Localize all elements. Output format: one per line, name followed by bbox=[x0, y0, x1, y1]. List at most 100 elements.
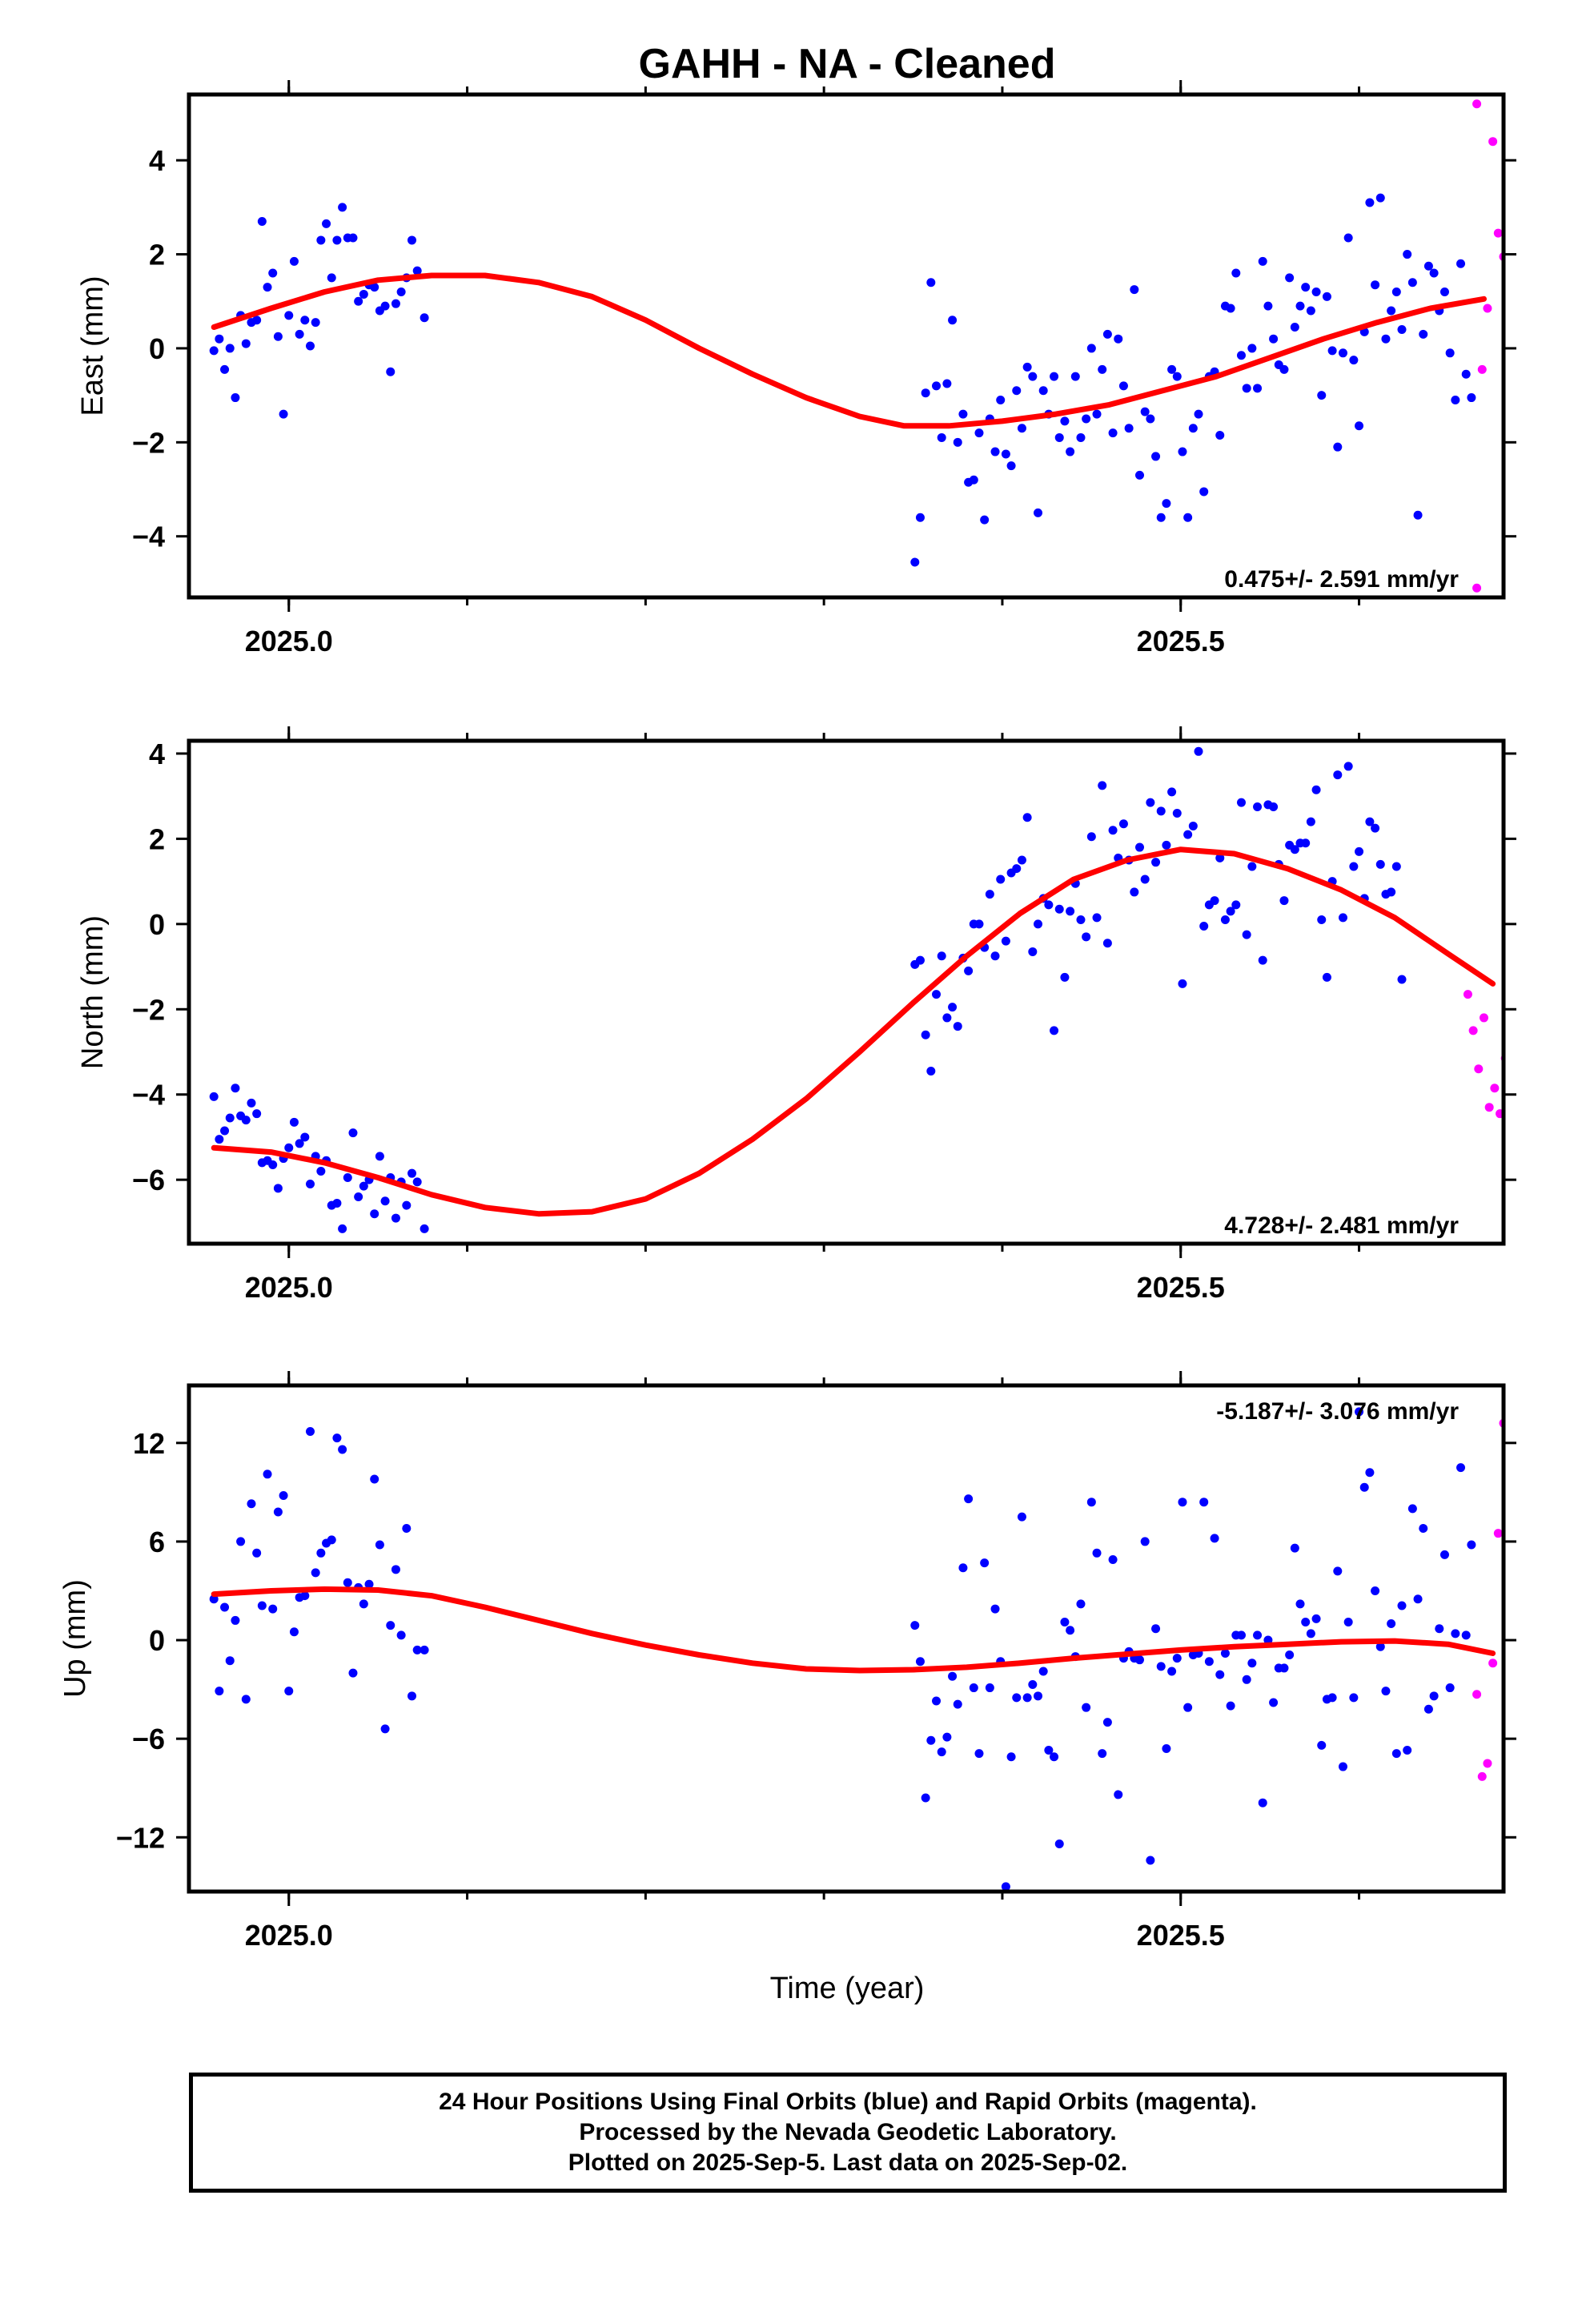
east-final-orbits-point bbox=[1327, 346, 1337, 356]
up-final-orbits-point bbox=[1140, 1537, 1150, 1546]
north-final-orbits-point bbox=[220, 1126, 230, 1136]
north-y-tick-label: −2 bbox=[132, 993, 165, 1026]
up-final-orbits-point bbox=[1429, 1691, 1439, 1701]
up-final-orbits-point bbox=[332, 1433, 342, 1443]
north-final-orbits-point bbox=[1050, 1026, 1059, 1035]
up-points bbox=[209, 1407, 1529, 1892]
up-final-orbits-point bbox=[921, 1793, 930, 1803]
east-final-orbits-point bbox=[974, 428, 984, 438]
up-final-orbits-point bbox=[327, 1535, 336, 1545]
east-final-orbits-point bbox=[295, 329, 304, 339]
north-final-orbits-point bbox=[284, 1143, 294, 1152]
north-final-orbits-point bbox=[370, 1209, 379, 1219]
up-y-tick-label: −6 bbox=[132, 1723, 165, 1755]
north-final-orbits-point bbox=[1253, 802, 1263, 811]
north-final-orbits-point bbox=[332, 1198, 342, 1208]
east-final-orbits-point bbox=[1285, 273, 1295, 283]
east-final-orbits-point bbox=[948, 316, 958, 325]
north-final-orbits-point bbox=[215, 1135, 224, 1144]
up-final-orbits-point bbox=[1413, 1594, 1423, 1604]
east-final-orbits-point bbox=[1130, 285, 1139, 295]
east-final-orbits-point bbox=[953, 437, 962, 447]
up-final-orbits-point bbox=[1066, 1626, 1075, 1635]
up-final-orbits-point bbox=[1006, 1752, 1016, 1762]
up-final-orbits-point bbox=[1290, 1543, 1299, 1553]
up-panel: 2025.0 2025.5 −12 −6 0 6 12 Up (mm) -5.187+/- 3.… bbox=[58, 1371, 1529, 1952]
north-final-orbits-point bbox=[964, 966, 974, 975]
up-final-orbits-point bbox=[1236, 1630, 1246, 1640]
up-final-orbits-point bbox=[1226, 1701, 1235, 1711]
up-final-orbits-point bbox=[284, 1687, 294, 1696]
up-final-orbits-point bbox=[1301, 1617, 1311, 1626]
east-final-orbits-point bbox=[284, 311, 294, 320]
north-fit-curve bbox=[211, 846, 1496, 1217]
east-final-orbits-point bbox=[1092, 409, 1102, 419]
up-final-orbits-point bbox=[1210, 1534, 1219, 1543]
east-final-orbits-point bbox=[257, 216, 267, 226]
up-rapid-orbits-point bbox=[1520, 1774, 1529, 1783]
east-final-orbits-point bbox=[1375, 193, 1385, 203]
north-final-orbits-point bbox=[1001, 936, 1010, 946]
north-final-orbits-point bbox=[1210, 896, 1219, 906]
east-final-orbits-point bbox=[209, 346, 219, 356]
up-final-orbits-point bbox=[1295, 1599, 1305, 1609]
east-final-orbits-point bbox=[1226, 304, 1235, 313]
north-final-orbits-point bbox=[1365, 817, 1375, 826]
east-y-axis-label: East (mm) bbox=[76, 275, 110, 416]
east-final-orbits-point bbox=[1231, 268, 1241, 278]
north-x-tick-label: 2025.0 bbox=[245, 1271, 333, 1304]
east-final-orbits-point bbox=[311, 318, 320, 328]
north-final-orbits-point bbox=[1199, 922, 1209, 931]
north-final-orbits-point bbox=[1172, 808, 1182, 818]
north-final-orbits-point bbox=[953, 1022, 962, 1031]
up-y-tick-label: 12 bbox=[133, 1427, 165, 1460]
up-final-orbits-point bbox=[1349, 1693, 1359, 1703]
north-final-orbits-point bbox=[1343, 762, 1353, 771]
north-final-orbits-point bbox=[948, 1003, 958, 1012]
east-final-orbits-point bbox=[289, 256, 299, 266]
east-final-orbits-point bbox=[386, 367, 396, 376]
north-y-tick-label: 4 bbox=[149, 738, 165, 770]
east-final-orbits-point bbox=[1263, 301, 1273, 311]
footer-line-3: Plotted on 2025-Sep-5. Last data on 2025… bbox=[568, 2149, 1128, 2176]
east-final-orbits-point bbox=[1006, 461, 1016, 471]
east-final-orbits-point bbox=[348, 233, 358, 243]
east-final-orbits-point bbox=[1301, 283, 1311, 292]
east-final-orbits-point bbox=[921, 388, 930, 398]
east-final-orbits-point bbox=[1194, 409, 1203, 419]
up-final-orbits-point bbox=[225, 1656, 235, 1666]
north-final-orbits-point bbox=[1301, 838, 1311, 848]
up-rapid-orbits-point bbox=[1493, 1529, 1503, 1538]
north-final-orbits-point bbox=[1387, 887, 1396, 897]
up-final-orbits-point bbox=[1381, 1687, 1391, 1696]
north-final-orbits-point bbox=[1391, 862, 1401, 871]
up-final-orbits-point bbox=[289, 1627, 299, 1637]
up-final-orbits-point bbox=[1220, 1648, 1230, 1658]
east-final-orbits-point bbox=[1423, 261, 1433, 271]
east-final-orbits-point bbox=[1247, 344, 1257, 353]
north-final-orbits-point bbox=[996, 875, 1006, 884]
east-final-orbits-point bbox=[1076, 432, 1086, 442]
north-final-orbits-point bbox=[225, 1113, 235, 1123]
up-final-orbits-point bbox=[1343, 1617, 1353, 1626]
up-final-orbits-point bbox=[407, 1691, 416, 1701]
up-final-orbits-point bbox=[1054, 1839, 1064, 1848]
north-final-orbits-point bbox=[1167, 787, 1177, 797]
up-final-orbits-point bbox=[932, 1696, 942, 1706]
east-final-orbits-point bbox=[1098, 364, 1107, 374]
north-final-orbits-point bbox=[209, 1092, 219, 1101]
north-rapid-orbits-point bbox=[1512, 1037, 1520, 1046]
east-final-orbits-point bbox=[1419, 329, 1428, 339]
north-final-orbits-point bbox=[1054, 904, 1064, 914]
north-final-orbits-point bbox=[985, 890, 994, 899]
east-final-orbits-point bbox=[412, 266, 422, 275]
up-final-orbits-point bbox=[1034, 1691, 1043, 1701]
north-final-orbits-point bbox=[354, 1192, 363, 1201]
up-final-orbits-point bbox=[343, 1578, 352, 1587]
up-final-orbits-point bbox=[231, 1615, 240, 1625]
up-y-tick-label: −12 bbox=[116, 1821, 165, 1854]
up-final-orbits-point bbox=[1327, 1693, 1337, 1703]
north-y-tick-label: 0 bbox=[149, 908, 165, 941]
north-final-orbits-point bbox=[1306, 817, 1315, 826]
up-final-orbits-point bbox=[412, 1645, 422, 1655]
